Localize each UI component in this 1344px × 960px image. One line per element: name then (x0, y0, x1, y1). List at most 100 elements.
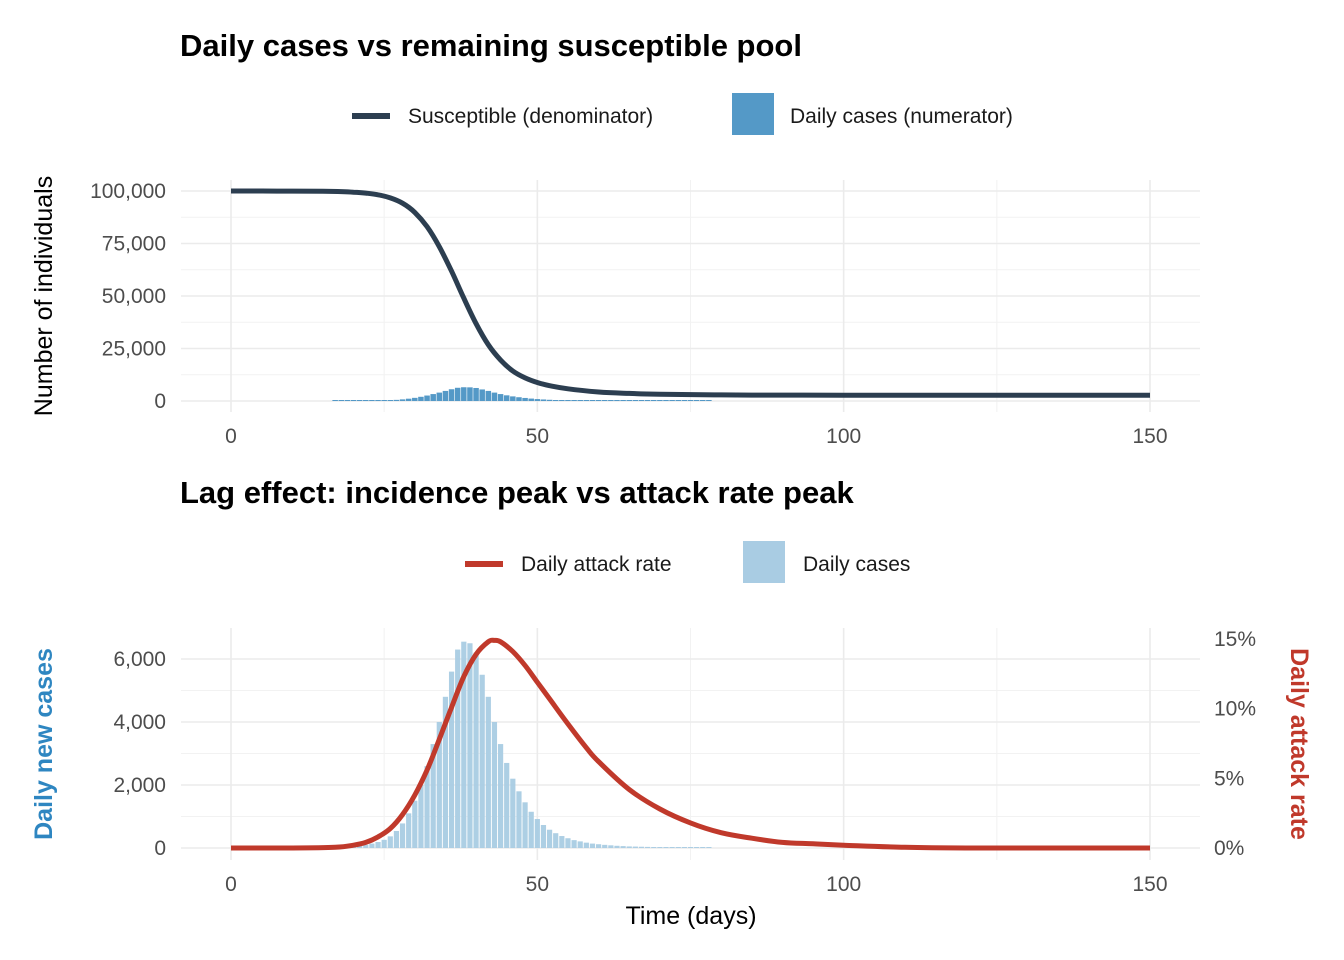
x-tick-label: 0 (225, 425, 237, 448)
daily-case-bar (510, 778, 516, 848)
daily-case-bar (357, 845, 363, 848)
legend-line-susceptible-icon (352, 113, 390, 119)
daily-case-bar (565, 838, 571, 848)
daily-case-bar (534, 399, 541, 401)
daily-case-bar (699, 400, 706, 401)
panel1-y-axis-title: Number of individuals (30, 176, 58, 416)
daily-case-bar (369, 843, 375, 848)
daily-case-bar (491, 722, 498, 848)
daily-case-bar (412, 800, 418, 848)
daily-case-bar (706, 847, 712, 848)
y-tick-label: 6,000 (113, 648, 166, 671)
daily-case-bar (516, 791, 522, 848)
daily-case-bar (650, 400, 657, 401)
daily-case-bar (430, 744, 436, 848)
x-tick-label: 150 (1132, 873, 1167, 896)
daily-case-bar (620, 846, 626, 848)
daily-case-bar (455, 649, 461, 848)
daily-case-bar (602, 844, 608, 848)
x-tick-label: 100 (826, 873, 861, 896)
daily-case-bar (638, 846, 645, 848)
daily-case-bar (461, 387, 467, 401)
daily-case-bar (424, 766, 430, 848)
daily-case-bar (552, 400, 559, 401)
daily-case-bar (645, 846, 651, 848)
daily-case-bar (350, 400, 357, 401)
x-tick-label: 50 (526, 425, 549, 448)
daily-case-bar (332, 400, 338, 401)
daily-case-bar (675, 400, 682, 401)
daily-case-bar (626, 400, 632, 401)
daily-case-bar (338, 400, 345, 401)
legend-label-susceptible: Susceptible (denominator) (408, 105, 653, 128)
daily-case-bar (687, 400, 694, 401)
daily-case-bar (528, 811, 534, 848)
x-tick-label: 150 (1132, 425, 1167, 448)
daily-case-bar (638, 400, 645, 401)
daily-case-bar (448, 389, 455, 401)
daily-case-bar (614, 400, 620, 401)
daily-case-bar (687, 847, 694, 848)
panel2-bars (332, 641, 712, 848)
daily-case-bar (485, 390, 492, 401)
daily-case-bar (595, 400, 602, 401)
daily-case-bar (577, 400, 583, 401)
daily-case-bar (454, 387, 461, 401)
daily-case-bar (559, 400, 565, 401)
daily-case-bar (485, 696, 491, 848)
daily-case-bar (442, 390, 449, 401)
daily-case-bar (553, 833, 559, 848)
x-tick-label: 100 (826, 425, 861, 448)
daily-case-bar (565, 400, 571, 401)
daily-case-bar (418, 396, 424, 401)
daily-case-bar (663, 400, 669, 401)
daily-case-bar (375, 400, 381, 401)
panel2-title: Lag effect: incidence peak vs attack rat… (180, 475, 854, 510)
y2-tick-label: 15% (1214, 628, 1256, 651)
daily-case-bar (583, 842, 589, 848)
daily-case-bar (559, 836, 565, 848)
daily-case-bar (626, 846, 632, 848)
daily-case-bar (387, 400, 394, 401)
y2-tick-label: 10% (1214, 698, 1256, 721)
y-tick-label: 100,000 (90, 180, 166, 203)
susceptible-line (231, 188, 1150, 398)
daily-case-bar (589, 843, 596, 848)
daily-case-bar (363, 844, 369, 848)
daily-case-bar (681, 847, 687, 848)
daily-case-bar (601, 400, 608, 401)
daily-case-bar (448, 671, 455, 848)
y2-tick-label: 0% (1214, 837, 1244, 860)
daily-case-bar (522, 802, 528, 848)
daily-case-bar (516, 397, 522, 401)
daily-case-bar (608, 400, 614, 401)
panel1-x-ticks: 0 50 100 150 (225, 425, 1167, 448)
daily-case-bar (473, 387, 479, 401)
panel2-x-axis-title: Time (days) (625, 902, 756, 930)
daily-case-bar (436, 392, 443, 401)
daily-case-bar (632, 400, 639, 401)
daily-case-bar (504, 762, 510, 848)
y-tick-label: 25,000 (102, 338, 166, 361)
daily-case-bar (528, 398, 534, 401)
daily-case-bar (546, 399, 553, 401)
daily-case-bar (669, 400, 675, 401)
daily-case-bar (583, 400, 590, 401)
panel2-y2-axis-title: Daily attack rate (1285, 648, 1313, 840)
panel2-x-ticks: 0 50 100 150 (225, 873, 1167, 896)
daily-case-bar (614, 845, 620, 848)
daily-case-bar (706, 400, 712, 401)
daily-case-bar (369, 400, 375, 401)
legend-bar-daily-cases-icon (732, 93, 774, 135)
legend-label-attack-rate: Daily attack rate (521, 553, 672, 576)
daily-case-bar (589, 400, 596, 401)
daily-case-bar (644, 400, 651, 401)
daily-case-bar (577, 841, 583, 848)
panel1-title: Daily cases vs remaining susceptible poo… (180, 28, 802, 63)
panel-susceptible: Daily cases vs remaining susceptible poo… (30, 28, 1200, 448)
daily-case-bar (412, 397, 418, 401)
daily-case-bar (608, 845, 614, 848)
panel1-legend: Susceptible (denominator) Daily cases (n… (352, 93, 1013, 135)
legend-label-daily-cases-2: Daily cases (803, 553, 910, 576)
daily-case-bar (424, 395, 430, 401)
